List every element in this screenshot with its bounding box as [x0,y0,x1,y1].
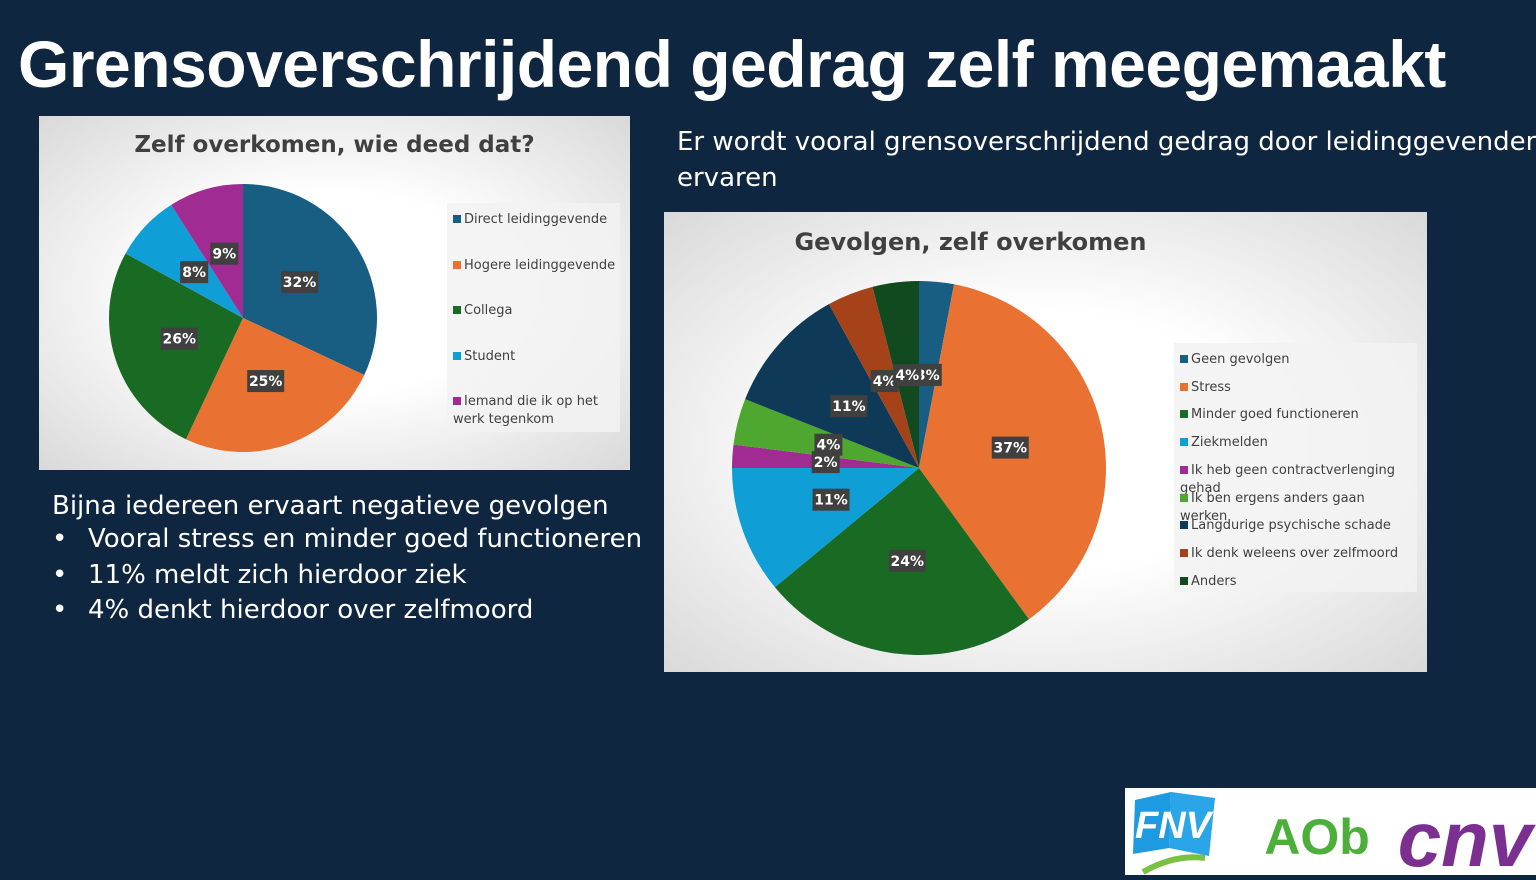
cnv-logo: cnv [1398,795,1536,875]
legend-label: Collega [464,303,513,318]
data-label: 24% [888,549,926,572]
pie-slice-langdurige-psychische-schade [745,304,919,468]
svg-text:3%: 3% [916,368,940,384]
data-label: 4% [893,364,922,387]
pie-slice-ik-ben-ergens-anders-gaan-werken [733,399,919,468]
legend-label: Hogere leidinggevende [464,257,616,273]
legend-item: Ziekmelden [1180,434,1413,452]
data-label: 37% [991,436,1029,459]
bullet-list: • Vooral stress en minder goed functioner… [52,524,642,631]
legend-label: Geen gevolgen [1191,352,1290,367]
legend-item: Iemand die ik op het werk tegenkom [453,393,616,429]
svg-text:4%: 4% [817,438,841,454]
pie-chart: 3%37%24%11%2%4%11%4%4% [732,281,1106,655]
legend-item: Anders [1180,573,1413,591]
legend-label: Ik ben ergens anders gaan werken [1180,490,1365,524]
legend-item: Langdurige psychische schade [1180,517,1413,535]
legend-label: Ik heb geen contractverlenging gehad [1180,462,1395,496]
legend-item: Minder goed functioneren [1180,406,1413,424]
logos: FNV AOb cnv [1133,792,1536,880]
legend-swatch [1180,355,1188,363]
svg-text:37%: 37% [993,441,1027,457]
legend-swatch [1180,410,1188,419]
legend-label: Langdurige psychische schade [1191,518,1391,534]
note-line: Er wordt vooral grensoverschrijdend gedr… [677,127,1536,157]
svg-text:11%: 11% [814,493,848,509]
legend-item: Stress [1180,379,1413,397]
legend-label: Minder goed functioneren [1191,407,1359,423]
chart-legend: Direct leidinggevende Hogere leidinggeven… [447,203,620,432]
data-label: 32% [281,271,319,294]
legend-item: Geen gevolgen [1180,351,1413,369]
legend-label: Direct leidinggevende [464,212,608,227]
legend-item: Ik denk weleens over zelfmoord [1180,545,1413,563]
legend-label: Stress [1191,379,1231,395]
svg-text:4%: 4% [895,368,919,384]
svg-text:11%: 11% [832,399,866,415]
pie-chart: 32% 25% 26% 8% 9% [109,184,377,452]
legend-swatch [1180,521,1188,530]
bullet-item: • 4% denkt hierdoor over zelfmoord [52,595,534,625]
legend-swatch [1180,493,1188,502]
data-label: 26% [160,327,198,350]
left-note-heading: Bijna iedereen ervaart negatieve gevolge… [52,491,609,521]
legend-label: Iemand die ik op het werk tegenkom [453,394,599,427]
right-note: Er wordt vooral grensoverschrijdend gedr… [677,124,1536,196]
slide-title: Grensoverschrijdend gedrag zelf meegemaa… [18,27,1446,101]
note-line: ervaren [677,163,778,193]
pie-slice-iemand-die-ik-op-het-werk-tegenkom [171,184,243,318]
legend-swatch [453,397,461,405]
svg-text:4%: 4% [873,374,897,390]
legend-swatch [453,260,461,269]
svg-text:25%: 25% [249,374,283,390]
chart-legend: Geen gevolgen Stress Minder goed functione… [1174,343,1417,592]
legend-swatch [453,351,461,360]
logo-bar: FNV AOb cnv [1125,788,1536,880]
bullet-item: • Vooral stress en minder goed functioner… [52,524,643,554]
legend-swatch [1180,382,1188,391]
legend-label: Ik denk weleens over zelfmoord [1191,545,1399,561]
legend-swatch [453,215,461,223]
chart-title: Zelf overkomen, wie deed dat? [134,132,535,158]
data-label: 2% [811,451,840,474]
fnv-logo: FNV [1133,792,1215,875]
legend-label: Student [464,348,516,364]
svg-text:2%: 2% [814,455,838,471]
data-label: 9% [210,242,239,265]
legend-item: Hogere leidinggevende [453,257,616,275]
data-label: 4% [870,370,899,393]
chart-title: Gevolgen, zelf overkomen [794,228,1147,256]
data-label: 25% [247,370,285,393]
pie-slice-ziekmelden [732,468,919,588]
data-label: 11% [812,488,850,511]
legend-label: Ziekmelden [1191,435,1268,451]
data-label: 4% [814,433,843,456]
legend-swatch [1180,465,1188,474]
svg-text:9%: 9% [212,247,236,263]
legend-label: Anders [1191,573,1237,589]
data-label: 11% [830,395,868,418]
legend-swatch [453,306,461,314]
aob-logo: AOb [1264,809,1370,865]
svg-text:26%: 26% [163,332,197,348]
svg-text:24%: 24% [891,554,925,570]
legend-item: Ik ben ergens anders gaan werken [1180,490,1413,526]
chart-wie-deed-dat: Zelf overkomen, wie deed dat? 32% 25% 26% 8… [39,116,630,470]
legend-item: Collega [453,302,616,320]
bullet-item: • 11% meldt zich hierdoor ziek [52,559,467,590]
svg-text:32%: 32% [283,275,317,291]
legend-item: Direct leidinggevende [453,211,616,229]
legend-swatch [1180,548,1188,557]
legend-item: Ik heb geen contractverlenging gehad [1180,462,1413,498]
chart-gevolgen: Gevolgen, zelf overkomen 3% 37% 24% 11% 2% 4%… [664,212,1427,672]
legend-swatch [1180,576,1188,585]
legend-swatch [1180,438,1188,447]
svg-text:8%: 8% [182,265,206,281]
data-label: 8% [180,261,209,284]
legend-item: Student [453,348,616,366]
svg-text:FNV: FNV [1135,805,1214,847]
